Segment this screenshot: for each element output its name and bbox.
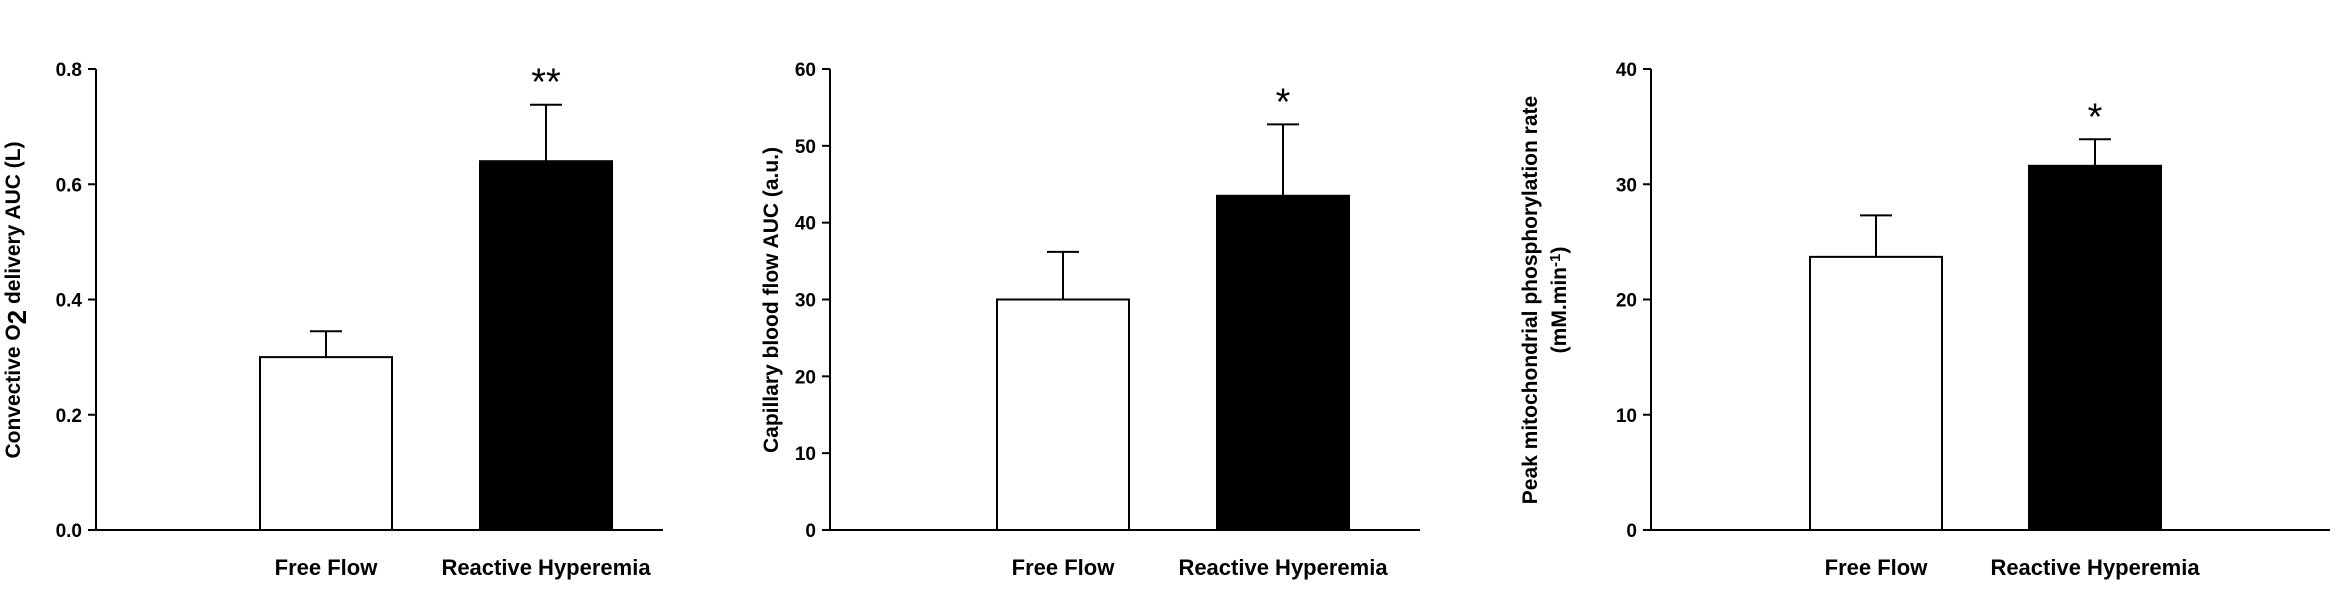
significance-marker: * [1276,81,1291,123]
bar-free-flow [996,298,1130,531]
axis-label-part: delivery AUC (L) [2,141,25,309]
y-tick-label: 0.4 [56,291,83,312]
y-tick-label: 0.0 [56,521,82,542]
axis-label-part: -1 [1547,254,1564,267]
axis-label-part: 2 [2,310,32,324]
y-tick-label: 40 [795,214,816,235]
chart-panel-phosphorylation: 0 10 20 30 40 Free Flow * Reactive Hyperemia Pea… [1519,60,2330,580]
y-axis-label-units: (mM.min-1) [1547,247,1571,354]
y-tick-label: 10 [795,444,816,465]
significance-marker: * [2088,96,2103,138]
y-tick-label: 0.2 [56,406,82,427]
category-label: Free Flow [1012,555,1116,580]
category-label: Free Flow [1825,555,1929,580]
bar-free-flow [259,356,393,531]
category-label: Reactive Hyperemia [441,555,651,580]
chart-panel-capillary-flow: 0 10 20 30 40 50 60 Free Flow * Reactive Hyperemi… [760,60,1420,580]
bar-free-flow [1809,255,1943,531]
bar-reactive-hyperemia [2028,164,2162,531]
axis-label-part: ) [1548,247,1571,254]
y-tick-label: 0.6 [56,175,82,196]
y-axis-label: Capillary blood flow AUC (a.u.) [760,147,783,453]
y-tick-label: 20 [795,367,816,388]
bar-reactive-hyperemia [1216,194,1350,531]
axis-label-part: Convective O [2,324,25,458]
y-tick-label: 0.8 [56,60,82,81]
y-axis-label: Peak mitochondrial phosphorylation rate [1519,96,1542,504]
axis-label-part: (mM.min [1548,267,1571,353]
y-tick-label: 10 [1616,406,1637,427]
y-tick-label: 0 [805,521,816,542]
axis-label-part: Capillary blood flow AUC (a.u.) [760,147,783,453]
y-tick-label: 20 [1616,291,1637,312]
y-tick-label: 50 [795,137,816,158]
y-tick-label: 40 [1616,60,1637,81]
y-tick-label: 0 [1626,521,1637,542]
axis-label-part: Peak mitochondrial phosphorylation rate [1519,96,1542,504]
bar-reactive-hyperemia [479,160,613,531]
chart-panel-convective-o2: 0.0 0.2 0.4 0.6 0.8 Free Flow ** Reactive Hyper… [2,60,663,580]
y-tick-label: 30 [795,291,816,312]
y-axis-label: Convective O2 delivery AUC (L) [2,141,32,458]
category-label: Free Flow [275,555,379,580]
y-tick-label: 30 [1616,175,1637,196]
y-tick-label: 60 [795,60,816,81]
significance-marker: ** [531,62,561,104]
category-label: Reactive Hyperemia [1990,555,2200,580]
category-label: Reactive Hyperemia [1178,555,1388,580]
